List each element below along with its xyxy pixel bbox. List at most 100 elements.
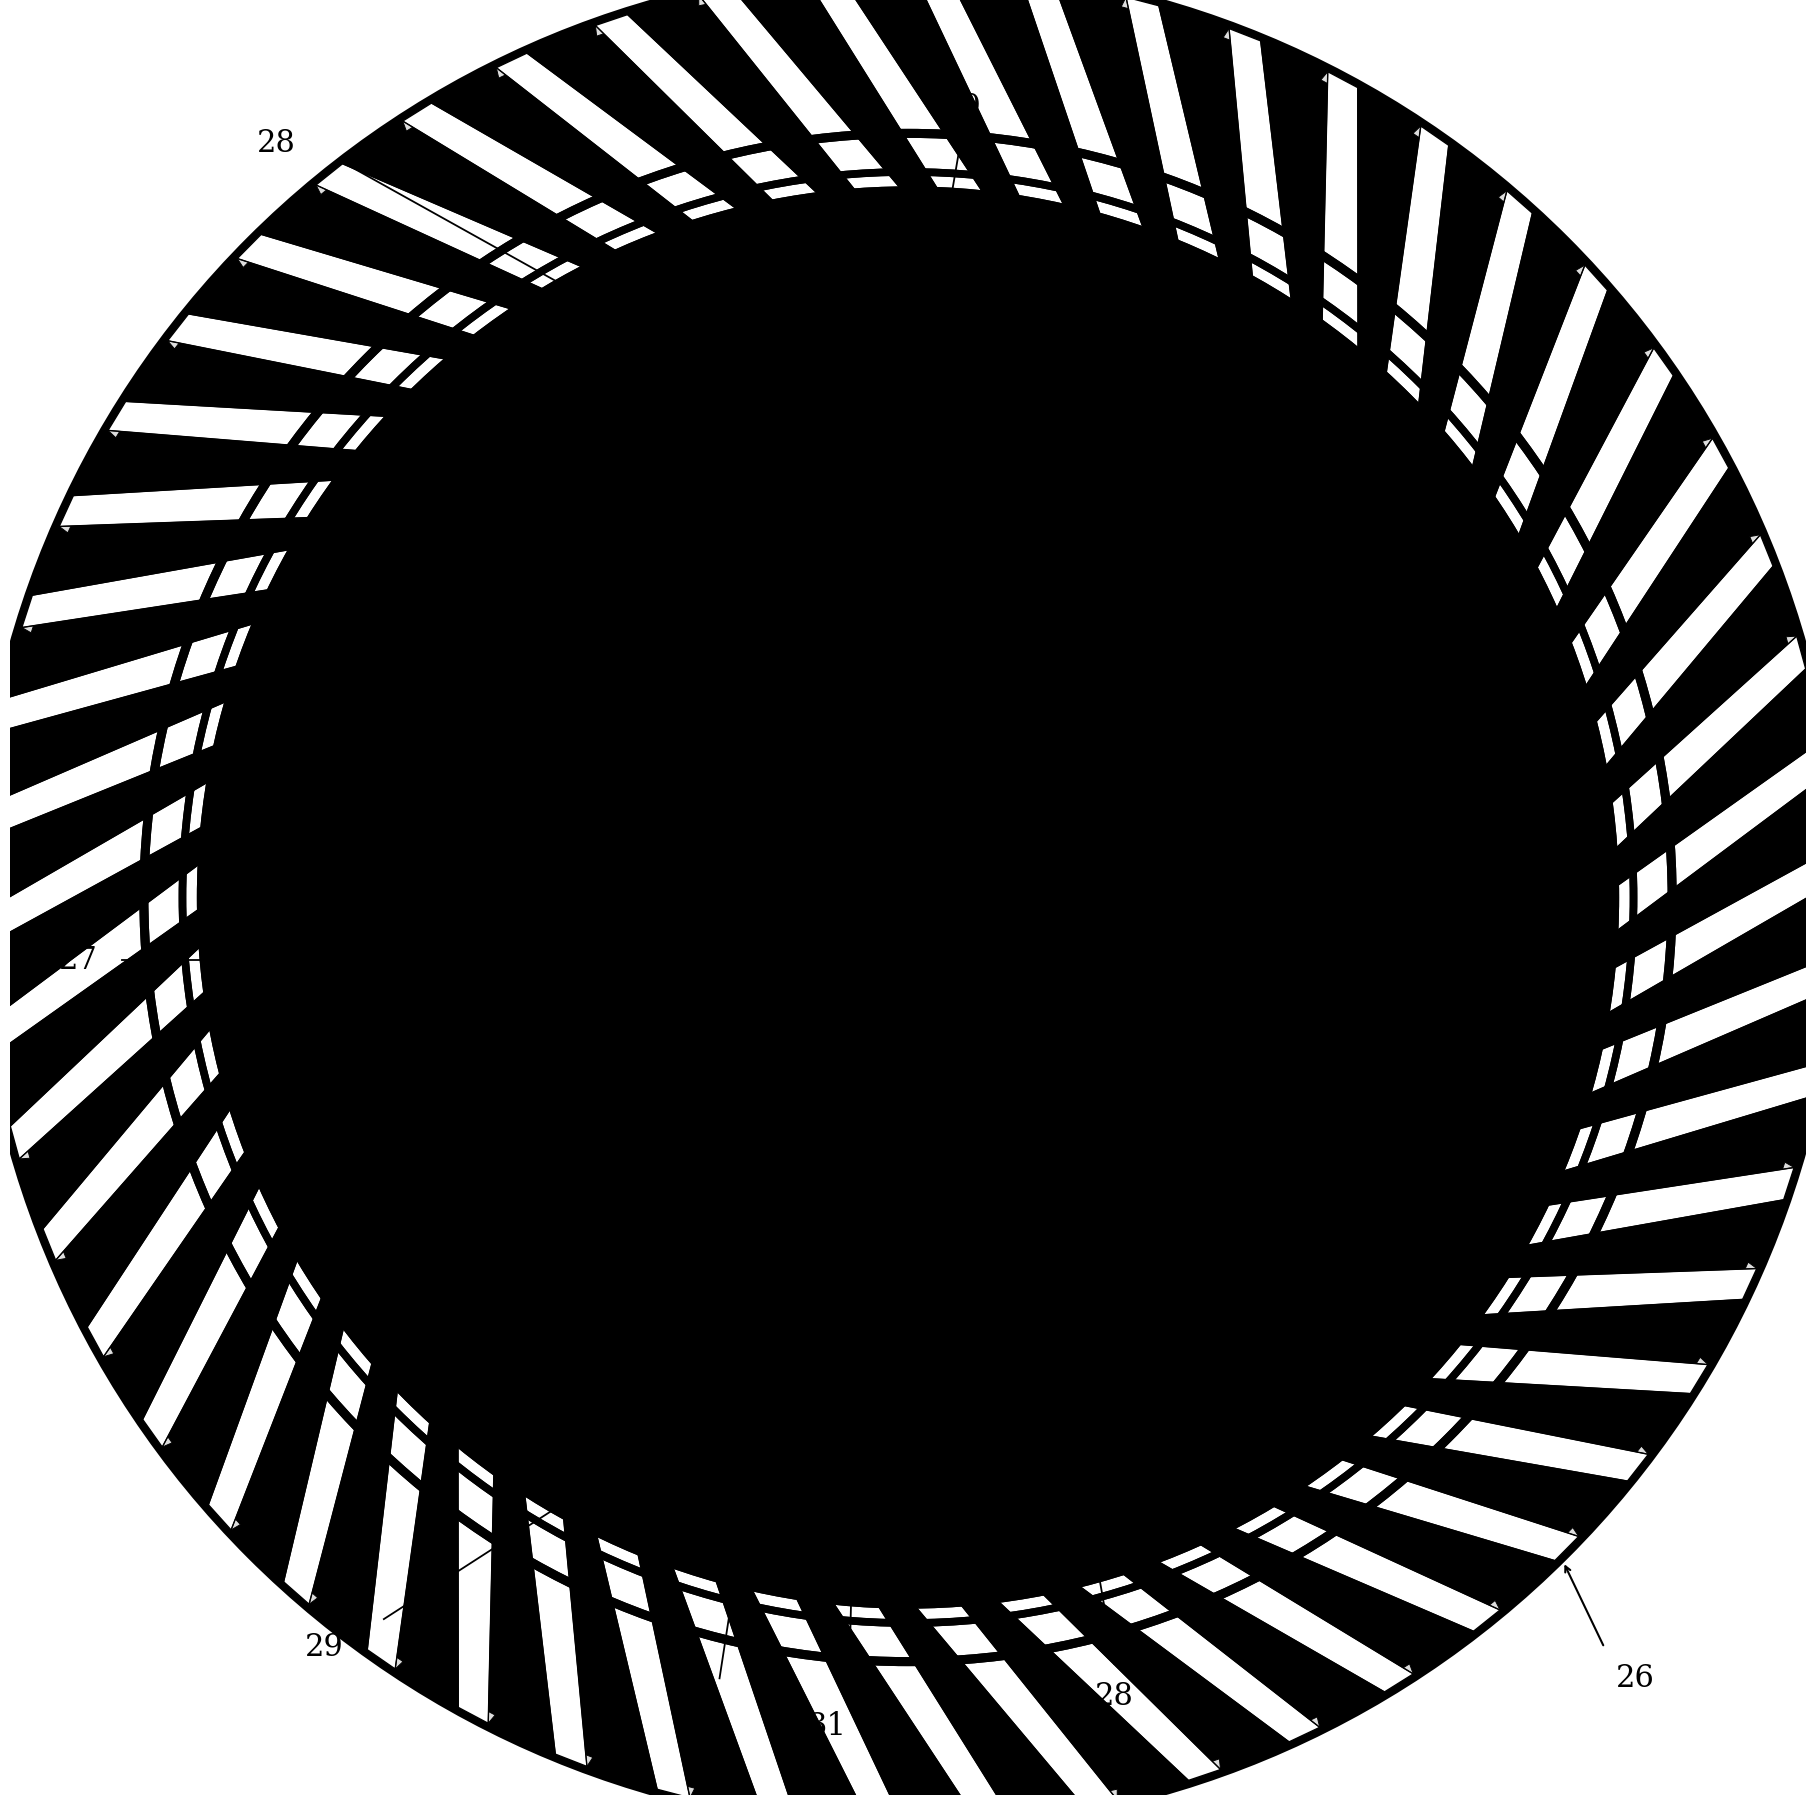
Polygon shape	[1039, 1545, 1320, 1741]
Circle shape	[525, 1319, 556, 1350]
Circle shape	[1019, 1348, 1044, 1373]
Polygon shape	[1565, 774, 1816, 960]
Polygon shape	[1620, 1447, 1649, 1481]
Polygon shape	[343, 163, 634, 296]
Polygon shape	[1188, 1486, 1500, 1632]
Polygon shape	[316, 163, 347, 194]
Polygon shape	[732, 0, 932, 237]
Polygon shape	[33, 540, 349, 601]
Circle shape	[701, 1228, 723, 1249]
Circle shape	[596, 634, 617, 655]
Text: 28: 28	[256, 127, 296, 160]
Polygon shape	[1811, 741, 1816, 775]
Polygon shape	[1320, 72, 1358, 398]
Polygon shape	[0, 1020, 5, 1054]
Circle shape	[398, 596, 429, 626]
Polygon shape	[209, 1206, 323, 1504]
Polygon shape	[1547, 468, 1729, 731]
Polygon shape	[167, 314, 196, 348]
Circle shape	[697, 345, 728, 375]
Polygon shape	[1498, 190, 1533, 219]
Polygon shape	[60, 495, 82, 533]
Text: 29: 29	[305, 1632, 343, 1664]
Circle shape	[854, 1362, 879, 1388]
Polygon shape	[596, 14, 854, 233]
Circle shape	[527, 1021, 548, 1043]
Circle shape	[621, 1276, 646, 1301]
Circle shape	[1179, 1377, 1209, 1407]
Polygon shape	[1320, 72, 1358, 95]
Polygon shape	[699, 0, 732, 5]
Circle shape	[1288, 610, 1313, 635]
Polygon shape	[496, 54, 777, 250]
Circle shape	[456, 1249, 485, 1280]
Polygon shape	[656, 1510, 766, 1795]
Polygon shape	[944, 0, 1086, 260]
Circle shape	[966, 1274, 988, 1296]
Circle shape	[331, 783, 361, 813]
Polygon shape	[699, 0, 932, 226]
Polygon shape	[730, 1545, 904, 1795]
Polygon shape	[1576, 266, 1607, 296]
Circle shape	[1455, 982, 1485, 1012]
Circle shape	[356, 1077, 387, 1108]
Polygon shape	[262, 235, 565, 332]
Polygon shape	[806, 1562, 1012, 1795]
Circle shape	[1268, 752, 1289, 774]
Polygon shape	[1021, 0, 1160, 275]
Circle shape	[1464, 881, 1495, 912]
Circle shape	[893, 311, 923, 341]
Polygon shape	[1433, 1269, 1756, 1318]
Circle shape	[558, 546, 583, 571]
Polygon shape	[1478, 266, 1607, 583]
Polygon shape	[189, 314, 501, 375]
Polygon shape	[1126, 0, 1231, 309]
Polygon shape	[142, 1142, 301, 1447]
Polygon shape	[22, 540, 338, 628]
Circle shape	[854, 407, 879, 433]
Polygon shape	[4, 609, 311, 704]
Polygon shape	[73, 477, 392, 503]
Text: 31: 31	[808, 1711, 846, 1743]
Polygon shape	[11, 1125, 31, 1160]
Polygon shape	[1564, 567, 1772, 806]
Circle shape	[992, 320, 1022, 350]
Circle shape	[1093, 546, 1115, 567]
Circle shape	[794, 320, 824, 350]
Circle shape	[1358, 761, 1382, 786]
Polygon shape	[596, 14, 628, 36]
Circle shape	[1291, 887, 1313, 908]
Polygon shape	[1380, 1341, 1709, 1393]
Circle shape	[1288, 1160, 1313, 1185]
Polygon shape	[1643, 348, 1674, 381]
Circle shape	[1329, 682, 1355, 707]
Circle shape	[1019, 422, 1044, 447]
Polygon shape	[1406, 145, 1449, 461]
Circle shape	[937, 407, 962, 433]
Polygon shape	[125, 402, 445, 427]
Polygon shape	[1371, 1368, 1691, 1393]
Circle shape	[854, 844, 962, 951]
Circle shape	[1199, 634, 1220, 655]
Polygon shape	[283, 1273, 363, 1581]
Text: 28: 28	[1095, 1680, 1133, 1712]
Circle shape	[1260, 445, 1291, 476]
Polygon shape	[527, 54, 779, 250]
Polygon shape	[107, 402, 134, 438]
Polygon shape	[1535, 987, 1816, 1113]
Circle shape	[992, 1445, 1022, 1475]
Text: 27: 27	[60, 944, 98, 976]
Polygon shape	[367, 1334, 410, 1650]
Circle shape	[1233, 1224, 1258, 1249]
Polygon shape	[1188, 1759, 1220, 1781]
Polygon shape	[11, 912, 247, 1125]
Polygon shape	[656, 1520, 795, 1795]
Polygon shape	[1257, 1445, 1578, 1560]
Circle shape	[503, 887, 525, 908]
Polygon shape	[238, 235, 559, 350]
Polygon shape	[209, 1499, 240, 1529]
Polygon shape	[0, 757, 251, 948]
Circle shape	[1387, 1169, 1418, 1199]
Polygon shape	[1549, 1528, 1578, 1560]
Polygon shape	[107, 402, 436, 454]
